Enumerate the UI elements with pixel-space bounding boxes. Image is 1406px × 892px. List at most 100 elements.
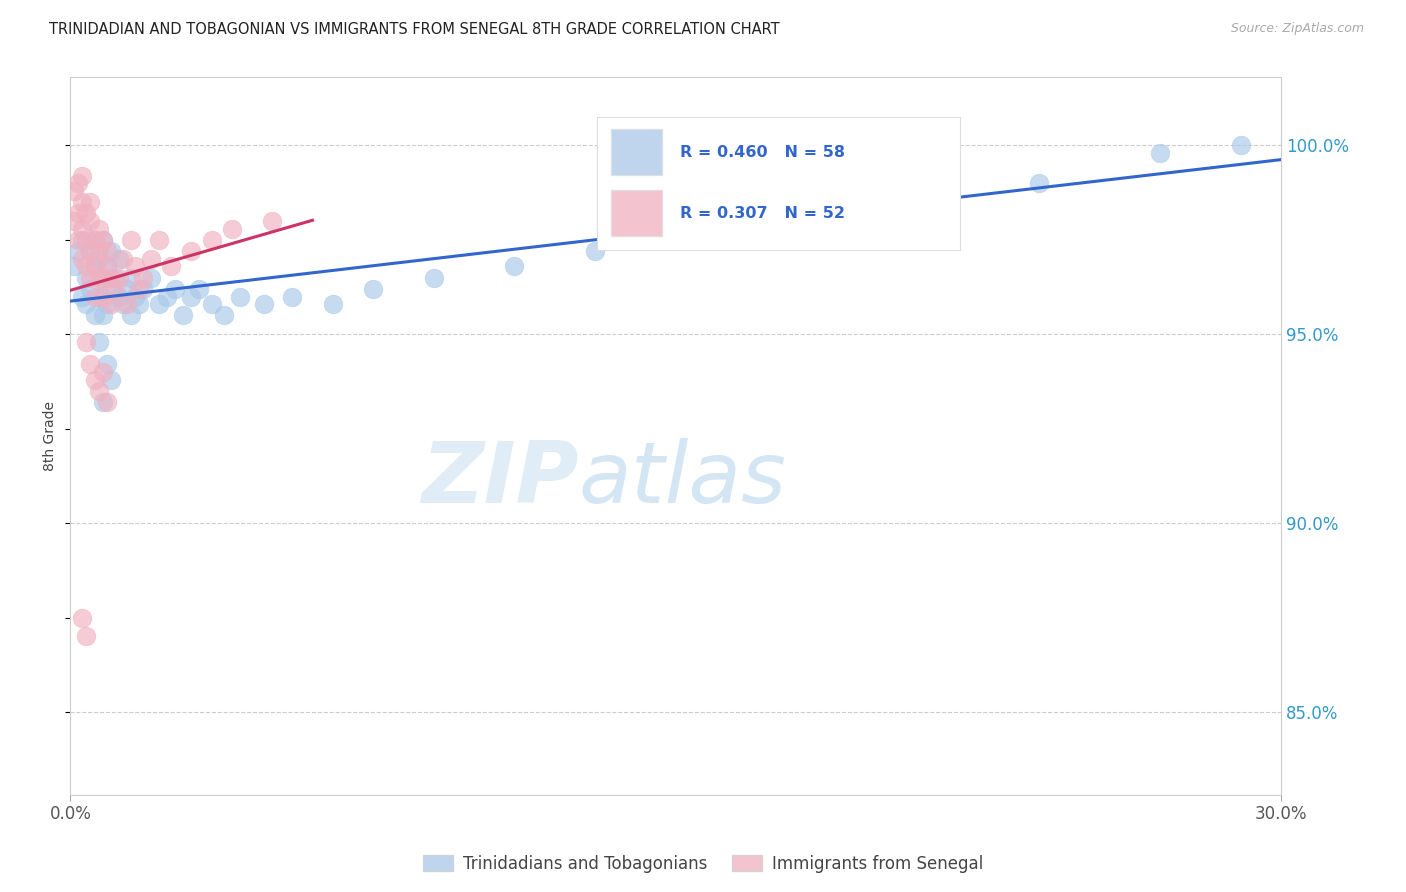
Point: [75, 270, 97, 285]
Point: [63, 260, 86, 274]
Point: [87, 252, 110, 266]
Point: [180, 289, 202, 303]
Point: [79, 244, 101, 259]
Point: [200, 297, 222, 311]
Point: [83, 233, 105, 247]
Point: [262, 214, 284, 228]
Point: [87, 334, 110, 349]
Point: [79, 195, 101, 210]
Point: [120, 270, 142, 285]
Point: [75, 629, 97, 643]
Point: [87, 384, 110, 398]
Point: [503, 260, 526, 274]
Point: [87, 270, 110, 285]
Point: [281, 289, 304, 303]
Point: [91, 365, 114, 379]
Point: [115, 297, 138, 311]
Point: [72, 289, 94, 303]
Point: [72, 195, 94, 210]
Point: [91, 233, 114, 247]
Point: [107, 289, 129, 303]
Point: [104, 282, 127, 296]
Point: [107, 252, 129, 266]
Point: [253, 297, 276, 311]
Point: [87, 244, 110, 259]
Point: [1229, 138, 1251, 153]
Point: [583, 244, 606, 259]
Point: [79, 282, 101, 296]
Point: [79, 270, 101, 285]
Point: [91, 395, 114, 409]
Point: [221, 221, 243, 235]
Point: [165, 282, 187, 296]
Point: [75, 334, 97, 349]
Point: [124, 289, 146, 303]
Point: [63, 214, 86, 228]
Point: [139, 252, 162, 266]
Point: [83, 289, 105, 303]
Point: [139, 270, 162, 285]
Point: [212, 309, 235, 323]
Point: [229, 289, 252, 303]
Point: [83, 233, 105, 247]
Point: [1149, 146, 1171, 161]
Legend: Trinidadians and Tobagonians, Immigrants from Senegal: Trinidadians and Tobagonians, Immigrants…: [416, 848, 990, 880]
Point: [128, 297, 150, 311]
Text: TRINIDADIAN AND TOBAGONIAN VS IMMIGRANTS FROM SENEGAL 8TH GRADE CORRELATION CHAR: TRINIDADIAN AND TOBAGONIAN VS IMMIGRANTS…: [49, 22, 780, 37]
Point: [188, 282, 211, 296]
Point: [91, 233, 114, 247]
Point: [100, 297, 122, 311]
Text: atlas: atlas: [579, 438, 787, 521]
Point: [786, 195, 808, 210]
Point: [100, 282, 122, 296]
Text: Source: ZipAtlas.com: Source: ZipAtlas.com: [1230, 22, 1364, 36]
Point: [361, 282, 384, 296]
Point: [75, 297, 97, 311]
Point: [665, 214, 688, 228]
Point: [322, 297, 344, 311]
Point: [96, 358, 118, 372]
Point: [67, 206, 90, 220]
Point: [115, 282, 138, 296]
Point: [132, 270, 155, 285]
Point: [156, 289, 179, 303]
Point: [104, 270, 127, 285]
Text: ZIP: ZIP: [422, 438, 579, 521]
Point: [91, 309, 114, 323]
Point: [866, 195, 889, 210]
Point: [72, 169, 94, 183]
Point: [120, 233, 142, 247]
Point: [422, 270, 444, 285]
Point: [72, 221, 94, 235]
Point: [124, 260, 146, 274]
Point: [96, 395, 118, 409]
Point: [91, 270, 114, 285]
Point: [96, 244, 118, 259]
Point: [172, 309, 194, 323]
Point: [91, 289, 114, 303]
Point: [72, 252, 94, 266]
Point: [67, 233, 90, 247]
Y-axis label: 8th Grade: 8th Grade: [44, 401, 58, 471]
Point: [96, 297, 118, 311]
Point: [132, 282, 155, 296]
Point: [91, 270, 114, 285]
Point: [67, 244, 90, 259]
Point: [63, 184, 86, 198]
Point: [87, 289, 110, 303]
Point: [83, 260, 105, 274]
Point: [100, 270, 122, 285]
Point: [75, 206, 97, 220]
Point: [75, 233, 97, 247]
Point: [67, 176, 90, 190]
Point: [72, 610, 94, 624]
Point: [107, 270, 129, 285]
Point: [72, 233, 94, 247]
Point: [128, 282, 150, 296]
Point: [100, 373, 122, 387]
Point: [1028, 176, 1050, 190]
Point: [79, 358, 101, 372]
Point: [79, 214, 101, 228]
Point: [79, 244, 101, 259]
Point: [111, 252, 134, 266]
